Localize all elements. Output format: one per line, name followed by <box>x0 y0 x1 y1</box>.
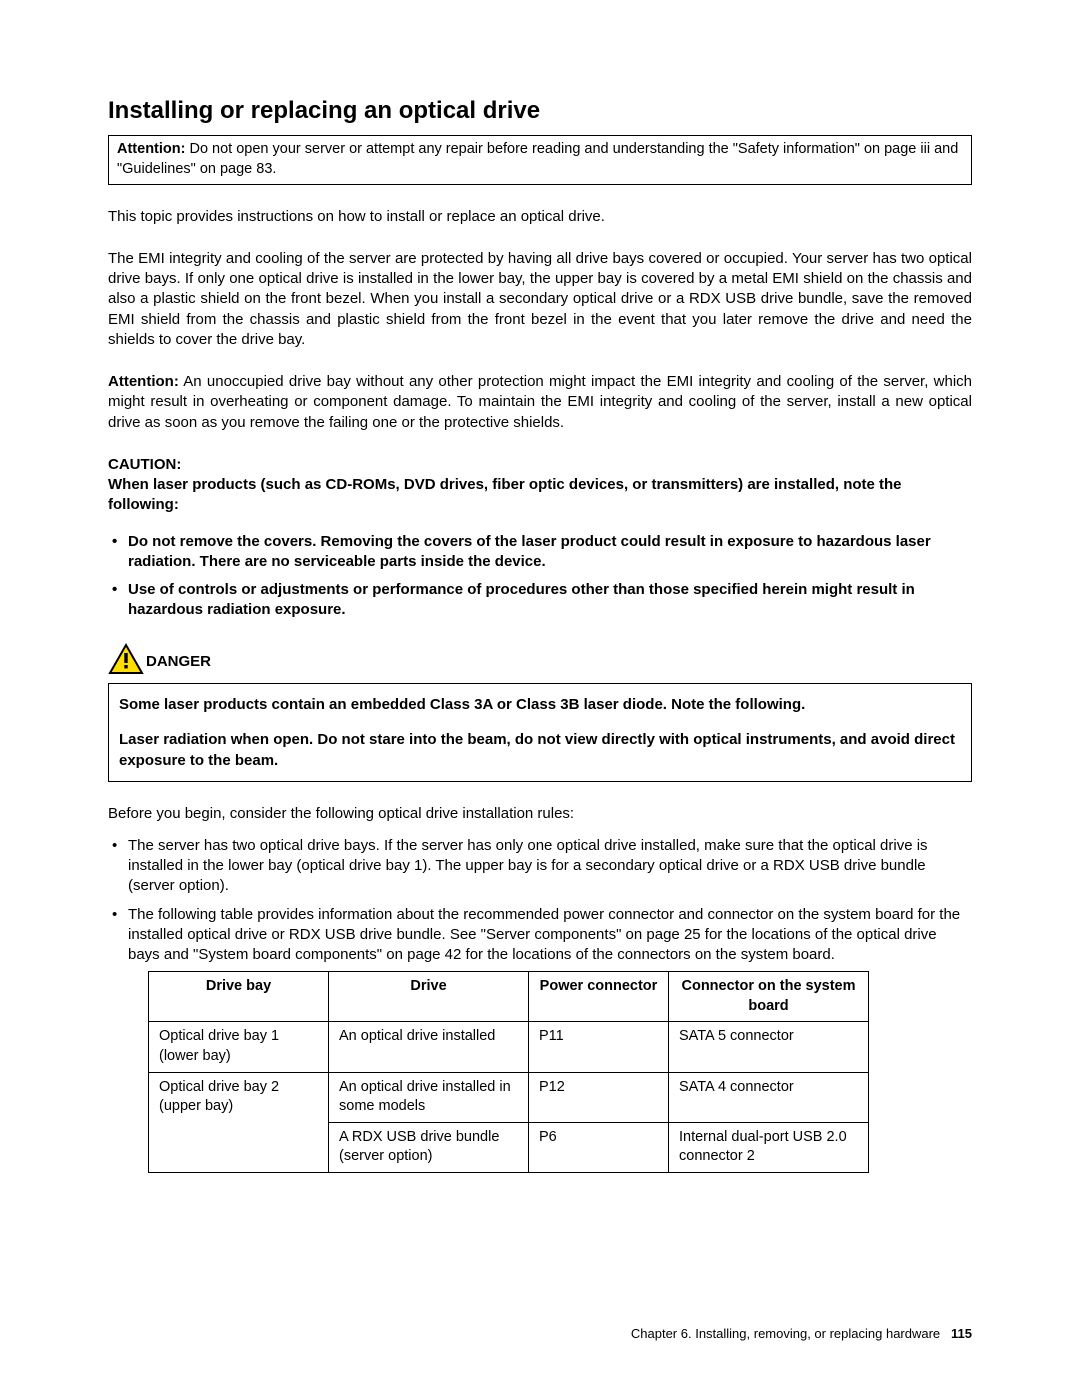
rules-item: The server has two optical drive bays. I… <box>108 836 972 897</box>
table-cell: An optical drive installed in some model… <box>329 1072 529 1122</box>
attention-label: Attention: <box>117 141 185 157</box>
rules-intro: Before you begin, consider the following… <box>108 804 972 824</box>
table-cell <box>149 1122 329 1172</box>
footer-page: 115 <box>951 1326 972 1341</box>
table-cell: A RDX USB drive bundle (server option) <box>329 1122 529 1172</box>
attention-text: Do not open your server or attempt any r… <box>117 141 958 177</box>
table-header: Connector on the system board <box>669 972 869 1022</box>
table-cell: An optical drive installed <box>329 1022 529 1072</box>
table-row: Optical drive bay 1 (lower bay) An optic… <box>149 1022 869 1072</box>
table-header: Power connector <box>529 972 669 1022</box>
attention-para-text: An unoccupied drive bay without any othe… <box>108 373 972 431</box>
table-cell: Optical drive bay 1 (lower bay) <box>149 1022 329 1072</box>
attention-paragraph: Attention: An unoccupied drive bay witho… <box>108 372 972 433</box>
caution-intro: When laser products (such as CD-ROMs, DV… <box>108 476 902 513</box>
table-cell: SATA 4 connector <box>669 1072 869 1122</box>
connector-table: Drive bay Drive Power connector Connecto… <box>148 971 869 1173</box>
danger-label: DANGER <box>146 652 211 674</box>
table-row: Optical drive bay 2 (upper bay) An optic… <box>149 1072 869 1122</box>
attention-para-label: Attention: <box>108 373 179 390</box>
attention-box-top: Attention: Do not open your server or at… <box>108 135 972 184</box>
table-cell: SATA 5 connector <box>669 1022 869 1072</box>
rules-list: The server has two optical drive bays. I… <box>108 836 972 1173</box>
caution-list: Do not remove the covers. Removing the c… <box>108 532 972 621</box>
danger-box: Some laser products contain an embedded … <box>108 683 972 782</box>
emi-paragraph: The EMI integrity and cooling of the ser… <box>108 249 972 350</box>
footer-chapter: Chapter 6. Installing, removing, or repl… <box>631 1326 940 1341</box>
rules-item-text: The following table provides information… <box>128 906 960 964</box>
danger-para2: Laser radiation when open. Do not stare … <box>119 729 961 771</box>
danger-para1: Some laser products contain an embedded … <box>119 694 961 715</box>
page-footer: Chapter 6. Installing, removing, or repl… <box>631 1325 972 1343</box>
table-cell: Internal dual-port USB 2.0 connector 2 <box>669 1122 869 1172</box>
caution-item: Use of controls or adjustments or perfor… <box>108 580 972 621</box>
table-row: A RDX USB drive bundle (server option) P… <box>149 1122 869 1172</box>
caution-label: CAUTION: <box>108 455 972 475</box>
table-cell: P11 <box>529 1022 669 1072</box>
caution-item: Do not remove the covers. Removing the c… <box>108 532 972 573</box>
table-header: Drive bay <box>149 972 329 1022</box>
intro-paragraph: This topic provides instructions on how … <box>108 207 972 227</box>
table-header: Drive <box>329 972 529 1022</box>
table-cell: P12 <box>529 1072 669 1122</box>
rules-item: The following table provides information… <box>108 905 972 1173</box>
danger-warning-icon <box>108 643 144 675</box>
table-cell: Optical drive bay 2 (upper bay) <box>149 1072 329 1122</box>
table-cell: P6 <box>529 1122 669 1172</box>
caution-block: CAUTION: When laser products (such as CD… <box>108 455 972 516</box>
page-heading: Installing or replacing an optical drive <box>108 95 972 127</box>
danger-header: DANGER <box>108 643 972 675</box>
